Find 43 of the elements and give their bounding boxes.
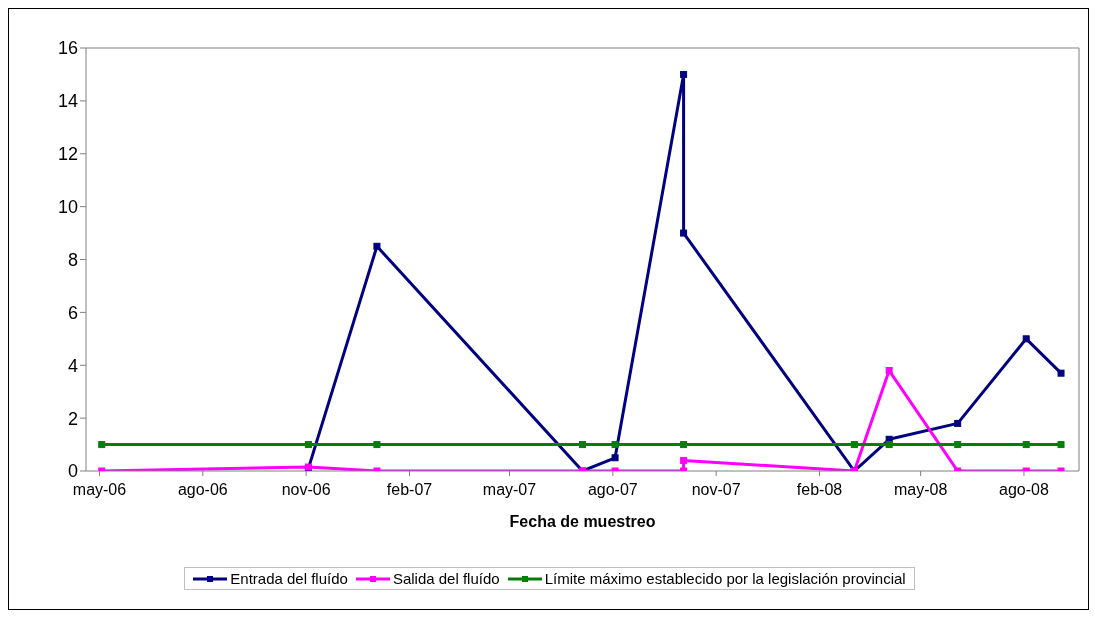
y-tick-label: 12 [57,144,78,165]
point [373,441,381,449]
y-tick-label: 8 [67,249,78,270]
x-tick-label: may-08 [893,481,948,499]
point [611,441,619,449]
point [954,419,962,427]
x-tick-label: nov-07 [691,481,741,499]
point [611,454,619,462]
legend-label: Salida del fluído [392,570,500,587]
x-tick-label: may-07 [482,481,537,499]
x-tick-label: feb-08 [796,481,843,499]
x-tick-label: feb-07 [386,481,433,499]
y-tick-label: 6 [67,302,78,323]
point [98,441,106,449]
point [1057,369,1065,377]
point [680,229,688,237]
x-tick-label: ago-08 [999,481,1049,499]
point [850,441,858,449]
point [954,441,962,449]
y-tick-label: 14 [57,91,78,112]
point [579,441,586,449]
point [680,441,688,449]
legend-label: Entrada del fluído [230,570,348,587]
point [885,367,893,375]
x-tick-label: nov-06 [281,481,331,499]
point [680,70,688,78]
point [304,441,312,449]
legend-label: Límite máximo establecido por la legislación provincial [544,570,906,587]
x-tick-label: ago-07 [587,481,638,499]
y-tick-label: 0 [67,461,78,482]
y-tick-label: 16 [57,38,78,59]
point [680,456,688,464]
point [1022,335,1030,343]
point [1057,441,1065,449]
y-tick-label: 4 [67,355,78,376]
point [885,441,893,449]
x-axis-title: Fecha de muestreo [509,513,656,530]
point [373,242,381,250]
x-tick-label: may-06 [72,481,127,499]
x-tick-label: ago-06 [177,481,228,499]
y-tick-label: 2 [67,408,78,429]
y-tick-label: 10 [57,197,78,218]
point [1022,441,1030,449]
